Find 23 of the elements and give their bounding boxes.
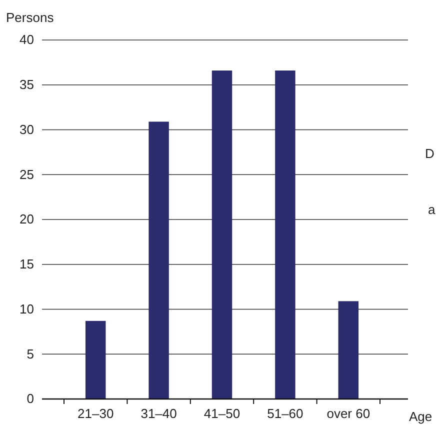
y-tick-label: 30 xyxy=(20,122,34,137)
x-tick-label: 21–30 xyxy=(78,406,114,422)
x-tick-label: 51–60 xyxy=(267,406,304,422)
text: a xyxy=(428,202,436,217)
bar xyxy=(212,70,232,399)
bar xyxy=(85,320,106,399)
x-tick-label: over 60 xyxy=(326,406,370,422)
y-tick-label: 35 xyxy=(20,77,34,92)
y-tick-label: 5 xyxy=(26,346,34,362)
y-tick-label: 40 xyxy=(20,32,34,48)
x-tick-label: 31–40 xyxy=(140,406,177,422)
bar xyxy=(338,301,359,399)
y-tick-label: 0 xyxy=(26,391,34,406)
y-axis-title: Persons xyxy=(6,10,54,25)
y-tick-label: 20 xyxy=(20,212,34,227)
x-tick-label: 41–50 xyxy=(204,406,240,422)
y-tick-label: 15 xyxy=(20,256,34,272)
y-tick-label: 25 xyxy=(20,166,34,182)
y-tick-label: 10 xyxy=(20,301,34,316)
text: D xyxy=(425,146,434,161)
bar xyxy=(275,70,296,399)
bar xyxy=(148,122,169,399)
x-axis-title: Age xyxy=(409,409,432,424)
